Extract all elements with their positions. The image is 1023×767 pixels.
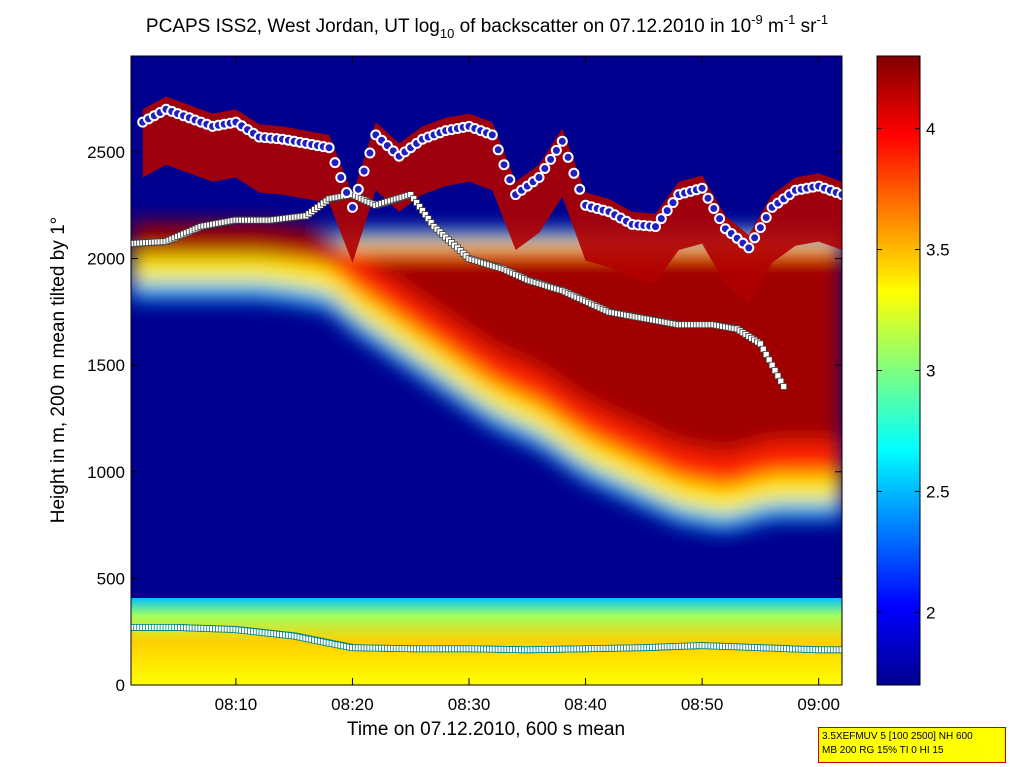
x-axis: 08:10 08:20 08:30 08:40 08:50 09:00 (215, 56, 840, 714)
cloud-base-marker (650, 221, 661, 233)
cloud-base-marker (702, 192, 714, 204)
cloud-base-marker (568, 167, 580, 179)
y-tick-label: 1000 (87, 463, 125, 482)
mixing-layer-marker (780, 383, 788, 390)
x-tick-label: 08:20 (331, 695, 374, 714)
cloud-base-marker (661, 205, 673, 217)
cloud-base-marker (749, 232, 761, 244)
cloud-base-marker (836, 189, 842, 201)
cloud-base-marker (335, 172, 347, 183)
x-tick-label: 08:10 (215, 695, 258, 714)
colorbar-gradient (876, 55, 921, 686)
cloud-base-marker (364, 147, 376, 159)
cloud-base-marker (533, 172, 545, 183)
x-tick-label: 08:40 (564, 695, 607, 714)
y-axis-label: Height in m, 200 m mean tilted by 1° (48, 217, 69, 523)
x-tick-label: 08:30 (448, 695, 491, 714)
cloud-base-marker (556, 135, 568, 147)
colorbar-tick-label: 2.5 (926, 482, 950, 501)
cloud-base-marker (539, 163, 551, 174)
cloud-base-marker (562, 151, 574, 163)
cloud-base-marker (574, 183, 586, 195)
plot-frame (130, 55, 843, 686)
cloud-base-marker (696, 182, 708, 194)
surface-layer-marker (838, 646, 842, 654)
cloud-base-marker (708, 203, 720, 214)
colorbar: 2 2.5 3 3.5 4 (876, 55, 950, 686)
cloud-base-marker (667, 197, 679, 209)
cloud-base-marker (347, 201, 358, 213)
cloud-base-marker (714, 213, 726, 225)
colorbar-ticks: 2 2.5 3 3.5 4 (877, 120, 950, 622)
cloud-base-marker (550, 144, 562, 156)
plot-area (131, 56, 842, 685)
y-axis: 0 500 1000 1500 2000 2500 (87, 143, 842, 695)
cloud-base-marker (754, 222, 766, 234)
cloud-base-marker (486, 129, 498, 141)
info-line-2: MB 200 RG 15% TI 0 HI 15 (822, 745, 944, 756)
cloud-base-marker (341, 187, 353, 198)
y-tick-label: 500 (97, 569, 125, 588)
cloud-base-marker (492, 144, 504, 156)
x-tick-label: 09:00 (797, 695, 840, 714)
info-line-1: 3.5XEFMUV 5 [100 2500] NH 600 (822, 731, 973, 742)
y-tick-label: 0 (116, 676, 125, 695)
info-box: 3.5XEFMUV 5 [100 2500] NH 600 MB 200 RG … (818, 727, 1006, 763)
surface-layer-band (131, 598, 842, 685)
colorbar-tick-label: 3 (926, 362, 935, 381)
y-tick-label: 2500 (87, 143, 125, 162)
x-tick-label: 08:50 (681, 695, 724, 714)
cloud-base-marker (498, 159, 510, 171)
y-tick-label: 2000 (87, 250, 125, 269)
cloud-base-marker (329, 157, 341, 169)
cloud-base-marker (323, 142, 335, 154)
cloud-base-marker (655, 213, 667, 225)
colorbar-tick-label: 3.5 (926, 241, 950, 260)
colorbar-tick-label: 4 (926, 120, 935, 139)
aerosol-layer-core (131, 222, 842, 455)
chart-title: PCAPS ISS2, West Jordan, UT log10 of bac… (146, 12, 828, 41)
cloud-base-marker (352, 183, 364, 195)
marker-layer (131, 103, 842, 654)
cloud-base-marker (760, 212, 772, 223)
cloud-base-marker (358, 165, 370, 177)
x-axis-label: Time on 07.12.2010, 600 s mean (347, 719, 625, 740)
cloud-base-marker (545, 153, 557, 165)
colorbar-tick-label: 2 (926, 603, 935, 622)
cloud-base-marker (504, 174, 516, 186)
cloud-base-marker (743, 242, 755, 254)
y-tick-label: 1500 (87, 356, 125, 375)
